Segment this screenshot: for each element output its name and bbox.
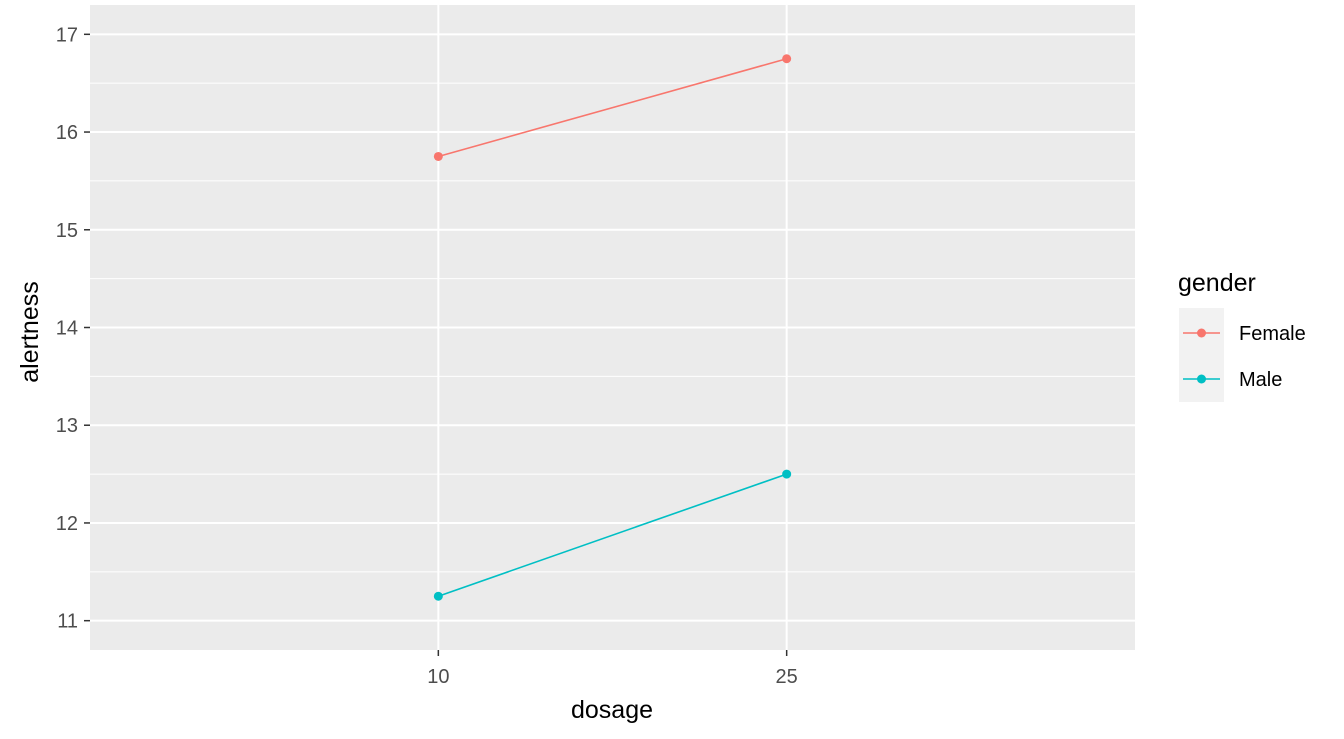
data-point-female <box>782 54 792 64</box>
series-line-female <box>438 57 787 158</box>
data-point-male <box>433 591 443 601</box>
x-axis-title: dosage <box>571 696 653 724</box>
y-tick-label: 14 <box>56 318 78 340</box>
y-axis: 11 12 13 14 15 16 17 <box>56 24 90 633</box>
legend-label-male: Male <box>1239 369 1282 391</box>
legend-key-point-female <box>1197 328 1206 338</box>
y-tick-label: 16 <box>56 122 78 144</box>
legend-items: Female Male <box>1183 323 1306 391</box>
legend-key-background <box>1179 308 1224 402</box>
x-axis: 10 25 <box>427 650 798 688</box>
y-tick-label: 17 <box>56 24 78 46</box>
y-tick-label: 12 <box>56 513 78 535</box>
minor-gridlines <box>90 82 1135 573</box>
legend-title: gender <box>1178 269 1256 297</box>
series-layer <box>433 54 792 601</box>
legend-label-female: Female <box>1239 323 1306 345</box>
y-tick-label: 15 <box>56 220 78 242</box>
legend-key-point-male <box>1197 374 1206 384</box>
series-line-male <box>438 473 787 598</box>
legend: gender Female Male <box>1178 269 1306 402</box>
major-gridlines <box>90 5 1135 650</box>
x-tick-label: 25 <box>776 666 798 688</box>
y-tick-label: 13 <box>56 415 78 437</box>
data-point-male <box>782 469 792 479</box>
x-tick-label: 10 <box>427 666 449 688</box>
data-point-female <box>433 151 443 161</box>
y-axis-title: alertness <box>16 281 44 382</box>
y-tick-label: 11 <box>57 611 78 633</box>
